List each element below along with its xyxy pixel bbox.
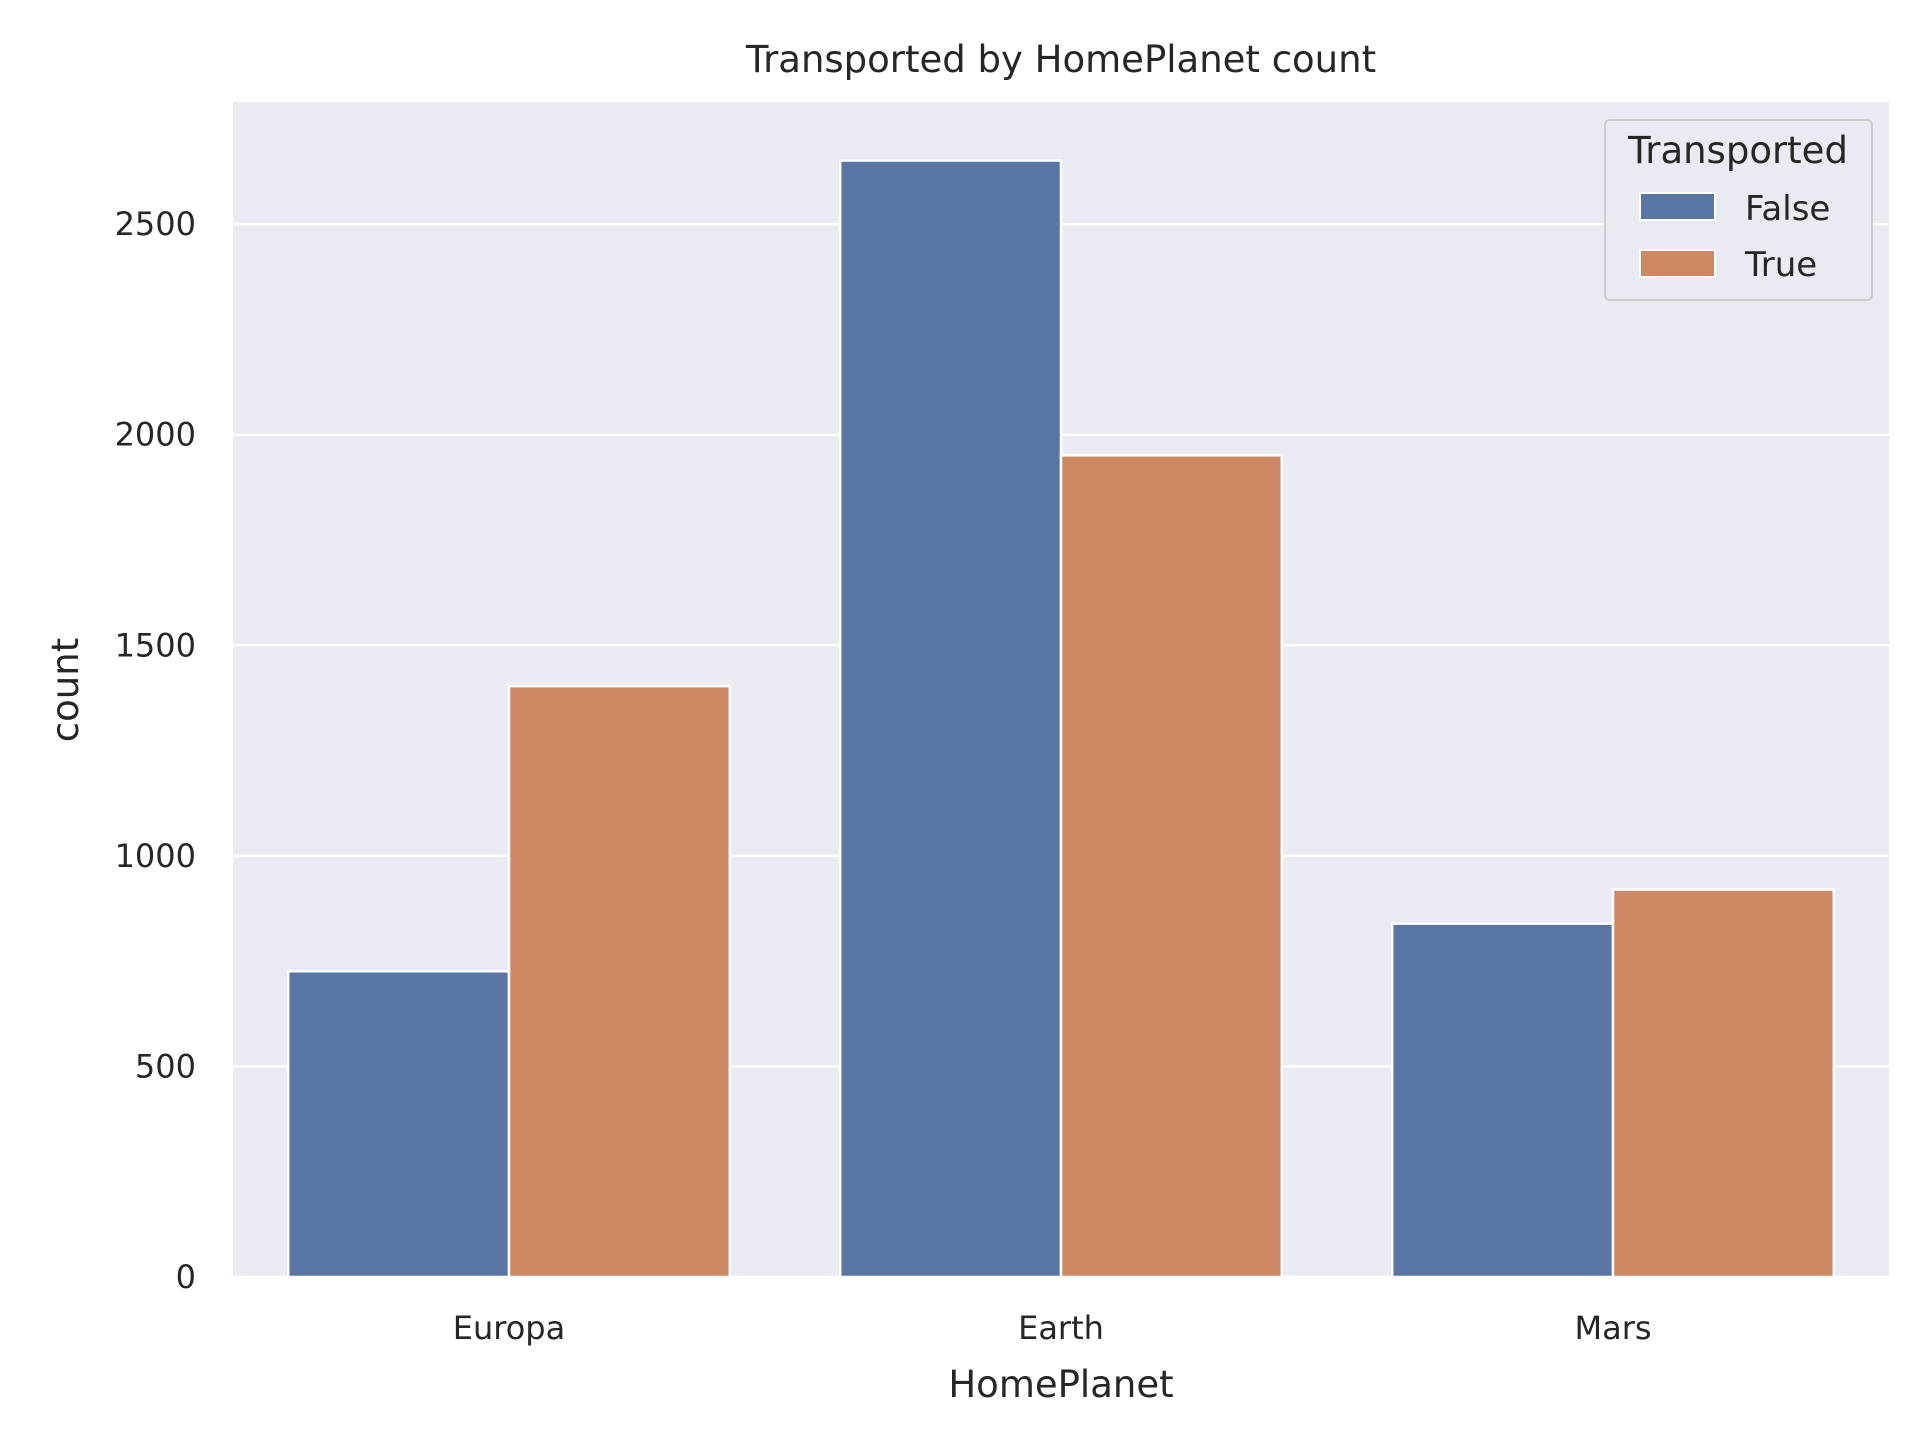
y-tick-label: 1000: [115, 837, 196, 875]
y-tick-label: 2000: [115, 416, 196, 454]
legend-swatch-false: [1639, 192, 1716, 221]
legend-swatch-true: [1639, 249, 1716, 278]
x-tick-label: Europa: [453, 1309, 565, 1347]
bar-mars-true: [1611, 888, 1836, 1279]
x-axis-label: HomePlanet: [948, 1363, 1173, 1406]
legend-label-false: False: [1745, 189, 1830, 229]
legend: Transported False True: [1604, 119, 1873, 301]
x-axis-ticks: Europa Earth Mars: [453, 1309, 1652, 1347]
y-tick-label: 1500: [115, 626, 196, 664]
y-axis-ticks: 0 500 1000 1500 2000 2500: [115, 205, 196, 1296]
y-tick-label: 0: [176, 1258, 196, 1296]
bar-earth-true: [1059, 454, 1284, 1279]
chart-title: Transported by HomePlanet count: [745, 38, 1376, 81]
y-tick-label: 2500: [115, 205, 196, 243]
bar-earth-false: [838, 159, 1063, 1279]
bar-mars-false: [1390, 922, 1615, 1279]
x-tick-label: Earth: [1018, 1309, 1104, 1347]
bar-europa-false: [286, 969, 511, 1279]
x-tick-label: Mars: [1574, 1309, 1651, 1347]
y-axis-label: count: [44, 638, 87, 742]
y-tick-label: 500: [135, 1047, 196, 1085]
legend-title: Transported: [1627, 129, 1848, 172]
bars: [286, 159, 1836, 1279]
bar-europa-true: [507, 684, 732, 1279]
legend-label-true: True: [1744, 245, 1817, 285]
